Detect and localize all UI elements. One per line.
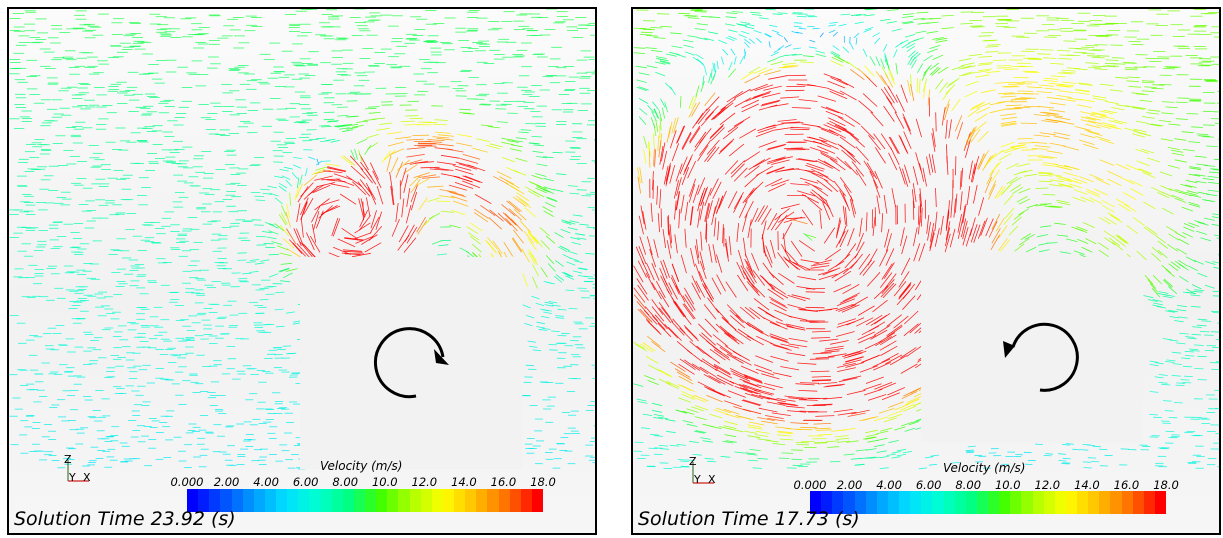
colorbar-tick-label: 10.0: [371, 475, 398, 489]
colorbar-tick-label: 0.000: [170, 475, 204, 489]
axis-x-label: X: [708, 473, 716, 486]
counterclockwise-rotation-arrow-icon: [1011, 322, 1079, 392]
colorbar-ticks: 0.000 2.00 4.00 6.00 8.00 10.0 12.0 14.0 16.0 18.…: [9, 475, 595, 489]
colorbar-tick-label: 4.00: [876, 478, 902, 492]
colorbar-tick-label: 14.0: [451, 475, 477, 489]
colorbar-tick-label: 16.0: [490, 475, 517, 489]
colorbar-tick-label: 18.0: [530, 475, 556, 489]
colorbar-tick-label: 12.0: [1034, 478, 1061, 492]
arrowhead-icon: [1003, 341, 1015, 358]
clockwise-rotation-arrow-icon: [374, 327, 445, 399]
colorbar-ticks: 0.000 2.00 4.00 6.00 8.00 10.0 12.0 14.0 16.0 18.…: [633, 478, 1219, 492]
colorbar-tick-label: 10.0: [994, 478, 1021, 492]
body-and-rotation-layer: [300, 257, 522, 469]
colorbar-tick-label: 8.00: [955, 478, 982, 492]
colorbar-tick-label: 2.00: [213, 475, 240, 489]
arrowhead-icon: [434, 349, 449, 365]
square-body: [300, 257, 522, 469]
axis-z-label: Z: [689, 455, 697, 468]
solution-time-label: Solution Time 17.73 (s): [638, 508, 860, 530]
colorbar-tick-label: 6.00: [292, 475, 319, 489]
velocity-vector-field: [633, 9, 1219, 470]
body-and-rotation-layer: [921, 257, 1143, 443]
colorbar-tick-label: 8.00: [332, 475, 359, 489]
colorbar-tick-label: 0.000: [793, 478, 827, 492]
colorbar-title: Velocity (m/s): [320, 459, 403, 473]
velocity-vector-field: [9, 9, 595, 470]
colorbar-tick-label: 2.00: [836, 478, 863, 492]
colorbar-tick-label: 4.00: [253, 475, 279, 489]
axis-z-label: Z: [64, 453, 72, 466]
velocity-colorbar: [810, 491, 1166, 514]
axis-y-label: Y: [693, 473, 701, 486]
velocity-colorbar: [187, 489, 543, 512]
colorbar-tick-label: 14.0: [1074, 478, 1100, 492]
axis-y-label: Y: [68, 471, 76, 484]
solution-time-label: Solution Time 23.92 (s): [14, 508, 236, 530]
cfd-panel-left: Z Y X Velocity (m/s) 0.000 2.00 4.00 6.00 8.…: [7, 7, 597, 535]
axis-x-label: X: [83, 471, 91, 484]
axis-triad-icon: Z Y X: [689, 455, 716, 486]
colorbar-title: Velocity (m/s): [943, 461, 1026, 475]
colorbar-tick-label: 16.0: [1113, 478, 1140, 492]
cfd-panel-right: Z Y X Velocity (m/s) 0.000 2.00 4.00 6.00 8.…: [631, 7, 1221, 535]
square-body: [921, 257, 1143, 443]
axis-triad-icon: Z Y X: [64, 453, 91, 484]
colorbar-tick-label: 12.0: [411, 475, 438, 489]
colorbar-tick-label: 6.00: [915, 478, 942, 492]
colorbar-tick-label: 18.0: [1153, 478, 1179, 492]
